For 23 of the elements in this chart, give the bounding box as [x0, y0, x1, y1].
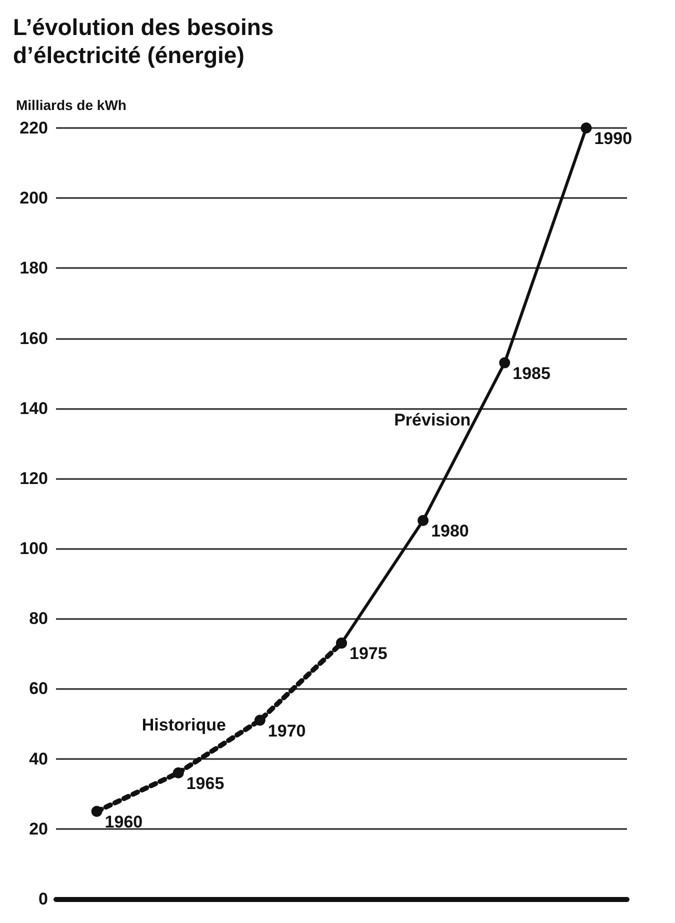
- y-tick-label: 200: [20, 188, 48, 208]
- series-label: Historique: [142, 716, 226, 735]
- y-tick-label: 120: [20, 468, 48, 488]
- y-tick-label: 40: [29, 749, 48, 768]
- y-tick-label: 0: [38, 890, 48, 908]
- annotation: 1990: [594, 129, 632, 148]
- y-tick-label: 80: [29, 609, 48, 628]
- y-tick-label: 220: [20, 118, 48, 138]
- y-tick-label: 60: [29, 679, 48, 698]
- annotation: 1965: [186, 774, 224, 793]
- annotation: 1960: [104, 812, 143, 832]
- y-axis-title: Milliards de kWh: [16, 97, 126, 113]
- annotation: 1980: [431, 522, 469, 541]
- series-label: Prévision: [394, 410, 471, 430]
- annotation: 1970: [268, 721, 306, 740]
- y-tick-label: 140: [20, 398, 48, 418]
- annotation: 1975: [350, 644, 388, 664]
- y-tick-label: 180: [20, 258, 48, 278]
- y-tick-label: 100: [20, 539, 48, 558]
- y-tick-label: 160: [20, 328, 48, 348]
- y-tick-label: 20: [29, 819, 48, 838]
- chart-title: L’évolution des besoins d’électricité (énergie): [13, 14, 274, 68]
- annotation: 1985: [512, 364, 550, 383]
